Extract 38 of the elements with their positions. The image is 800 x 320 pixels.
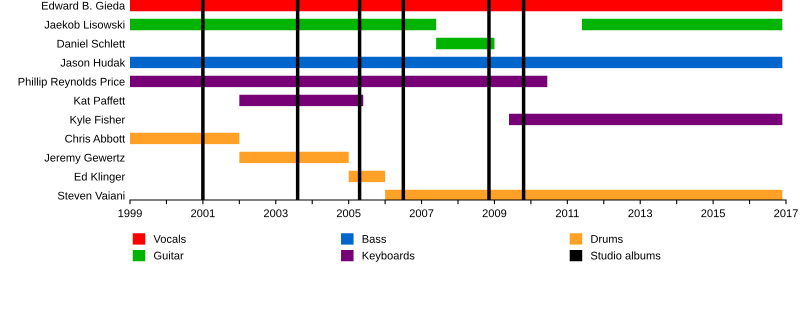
x-tick-label: 2017 [774,209,798,218]
y-tick-label: Edward B. Gieda [42,1,126,10]
y-tick-label: Kyle Fisher [70,115,125,126]
bar [582,18,782,30]
y-tick-label: Daniel Schlett [58,39,126,48]
legend-label: Studio albums [590,251,660,260]
bar [385,190,782,200]
bar [130,76,548,88]
y-tick-label: Ed Klinger [74,172,125,183]
bar [509,114,782,126]
x-tick-label: 2005 [336,209,361,218]
y-tick-label: Jeremy Gewertz [44,154,125,164]
legend-label: Keyboards [362,251,414,262]
x-tick-label: 1999 [118,209,142,218]
x-tick-label: 2003 [264,209,288,218]
x-tick-label: 2001 [191,209,215,218]
bar [130,0,782,12]
legend-label: Vocals [153,234,186,243]
bar [436,38,494,50]
bar [130,132,240,144]
x-tick-label: 2013 [628,209,652,218]
bar [239,152,349,164]
x-tick-label: 2009 [482,209,506,218]
y-tick-label: Steven Vaiani [58,191,124,200]
bar [130,18,436,30]
bar [130,56,782,68]
y-tick-label: Phillip Reynolds Price [18,77,125,88]
y-tick-label: Jaekob Lisowski [44,20,124,29]
legend-label: Drums [591,235,623,243]
legend-label: Bass [362,235,386,243]
bar [239,94,364,106]
x-tick-label: 2015 [701,209,726,218]
x-tick-label: 2007 [410,209,434,218]
y-tick-label: Chris Abbott [65,134,126,143]
legend-label: Guitar [154,251,184,260]
y-tick-label: Jason Hudak [60,58,126,67]
x-tick-label: 2011 [556,209,579,218]
y-tick-label: Kat Paffett [74,96,126,105]
